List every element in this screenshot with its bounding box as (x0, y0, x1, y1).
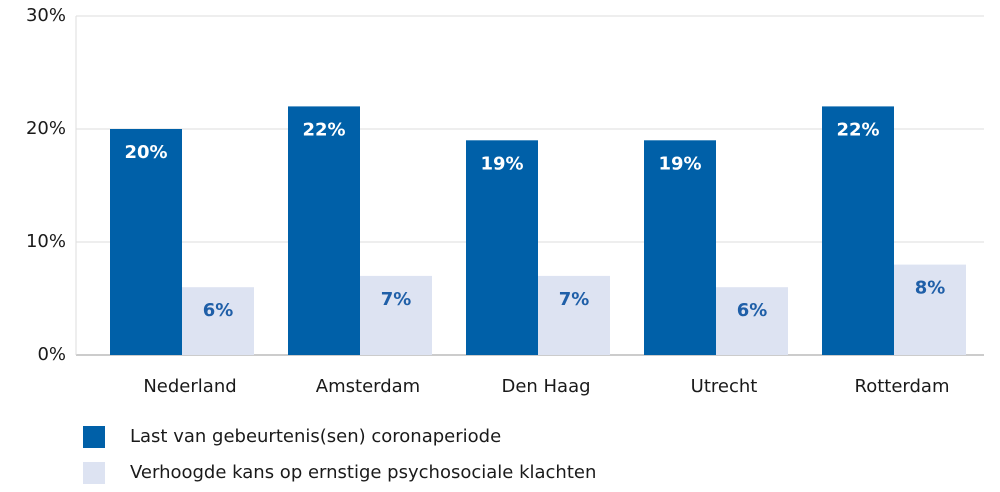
data-label: 6% (737, 300, 768, 321)
bar (360, 275, 432, 355)
y-tick-label: 0% (37, 344, 66, 365)
data-label: 22% (836, 119, 879, 140)
bar (894, 264, 966, 355)
data-label: 8% (915, 278, 946, 299)
y-tick-label: 30% (26, 5, 66, 26)
y-tick-label: 20% (26, 118, 66, 139)
legend-label: Verhoogde kans op ernstige psychosociale… (130, 462, 596, 483)
bar (822, 106, 894, 356)
y-tick-label: 10% (26, 231, 66, 252)
bar (110, 129, 182, 355)
data-label: 19% (480, 153, 523, 174)
data-label: 22% (302, 119, 345, 140)
x-tick-label: Rotterdam (855, 376, 950, 397)
bar (182, 287, 254, 355)
bar (644, 140, 716, 355)
data-label: 7% (381, 289, 412, 310)
legend-swatch (83, 462, 105, 484)
bar (716, 287, 788, 355)
legend-label: Last van gebeurtenis(sen) coronaperiode (130, 426, 501, 447)
x-tick-label: Amsterdam (316, 376, 420, 397)
data-label: 19% (658, 153, 701, 174)
bar (538, 275, 610, 355)
bar (466, 140, 538, 355)
data-label: 7% (559, 289, 590, 310)
legend-swatch (83, 426, 105, 448)
x-tick-label: Den Haag (501, 376, 590, 397)
data-label: 20% (124, 142, 167, 163)
bar (288, 106, 360, 356)
data-label: 6% (203, 300, 234, 321)
x-tick-label: Utrecht (691, 376, 758, 397)
x-tick-label: Nederland (143, 376, 236, 397)
